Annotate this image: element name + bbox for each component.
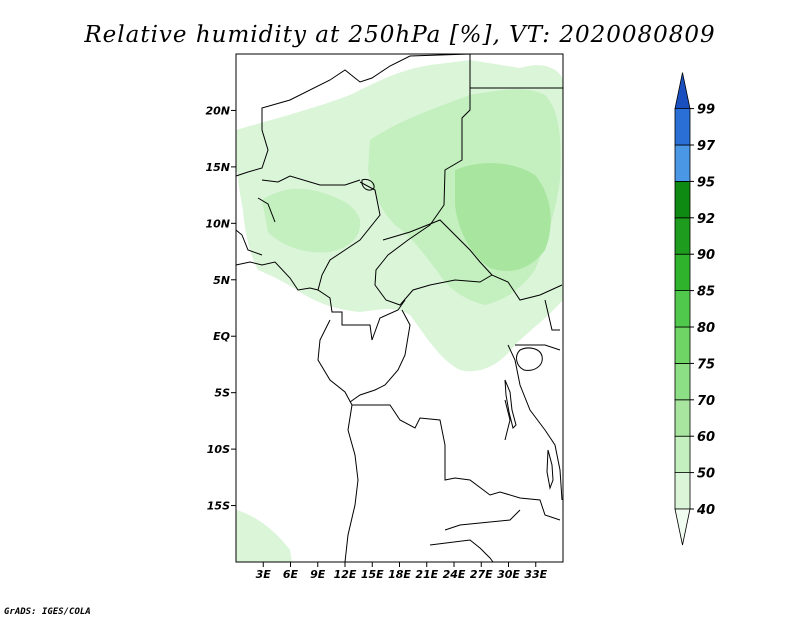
lake-tanganyika [504, 379, 517, 429]
colorbar: 40 50 60 70 75 80 85 90 92 95 97 99 [674, 72, 716, 546]
colorbar-label: 80 [697, 321, 715, 336]
colorbar-label: 75 [697, 357, 715, 372]
lat-tick-label: 15N [205, 161, 230, 174]
colorbar-label: 85 [697, 285, 715, 300]
lakes [361, 179, 554, 490]
colorbar-segment [674, 472, 691, 510]
colorbar-label: 97 [697, 139, 716, 154]
lon-tick-label: 18E [388, 568, 411, 581]
colorbar-low-arrow [674, 508, 691, 546]
map-title: Relative humidity at 250hPa [%], VT: 202… [83, 22, 715, 48]
colorbar-label: 60 [697, 430, 715, 445]
colorbar-segment [674, 362, 691, 401]
colorbar-label: 50 [697, 467, 715, 482]
lat-tick-label: 5N [213, 274, 230, 287]
lake-chad [361, 179, 375, 191]
humidity-area-southwest [236, 510, 292, 562]
lon-tick-label: 27E [470, 568, 493, 581]
humidity-shading [236, 60, 563, 562]
lat-tick-label: 5S [214, 387, 230, 400]
country-borders [235, 53, 563, 563]
lon-tick-label: 3E [256, 568, 272, 581]
colorbar-high-arrow [674, 72, 691, 109]
humidity-area-sahel [262, 188, 361, 253]
lat-tick-label: EQ [213, 330, 230, 343]
lon-tick-label: 12E [334, 568, 357, 581]
colorbar-label: 99 [697, 103, 715, 118]
lon-tick-label: 24E [443, 568, 466, 581]
lat-tick-label: 10N [205, 217, 230, 230]
colorbar-label: 70 [697, 394, 715, 409]
lon-tick-label: 21E [415, 568, 438, 581]
humidity-area-west [236, 130, 265, 172]
colorbar-label: 90 [697, 248, 715, 263]
colorbar-segment [674, 217, 691, 255]
humidity-area-east [455, 163, 551, 271]
lon-tick-label: 6E [283, 568, 299, 581]
lon-tick-label: 9E [310, 568, 326, 581]
map-panel: 3E 6E 9E 12E 15E 18E 21E 24E 27E 30E 33E 20N 15N 10N… [205, 53, 564, 581]
lon-tick-label: 30E [497, 568, 520, 581]
colorbar-segment [674, 144, 691, 182]
colorbar-label: 95 [697, 175, 715, 190]
colorbar-segment [674, 180, 691, 219]
colorbar-segment [674, 290, 691, 328]
colorbar-label: 40 [696, 503, 715, 518]
grads-credit: GrADS: IGES/COLA [4, 607, 91, 617]
colorbar-label: 92 [697, 212, 715, 227]
lake-malawi [546, 449, 554, 490]
longitude-ticks: 3E 6E 9E 12E 15E 18E 21E 24E 27E 30E 33E [256, 562, 548, 581]
lon-tick-label: 33E [524, 568, 547, 581]
colorbar-segment [674, 253, 691, 291]
lon-tick-label: 15E [361, 568, 384, 581]
colorbar-segment [674, 399, 691, 437]
lat-tick-label: 15S [207, 500, 230, 513]
lake-victoria [516, 347, 543, 371]
latitude-ticks: 20N 15N 10N 5N EQ 5S 10S 15S [205, 104, 236, 513]
colorbar-segment [674, 326, 691, 364]
lat-tick-label: 10S [207, 443, 230, 456]
colorbar-segment [674, 108, 691, 146]
colorbar-segment [674, 435, 691, 474]
lat-tick-label: 20N [205, 104, 230, 117]
